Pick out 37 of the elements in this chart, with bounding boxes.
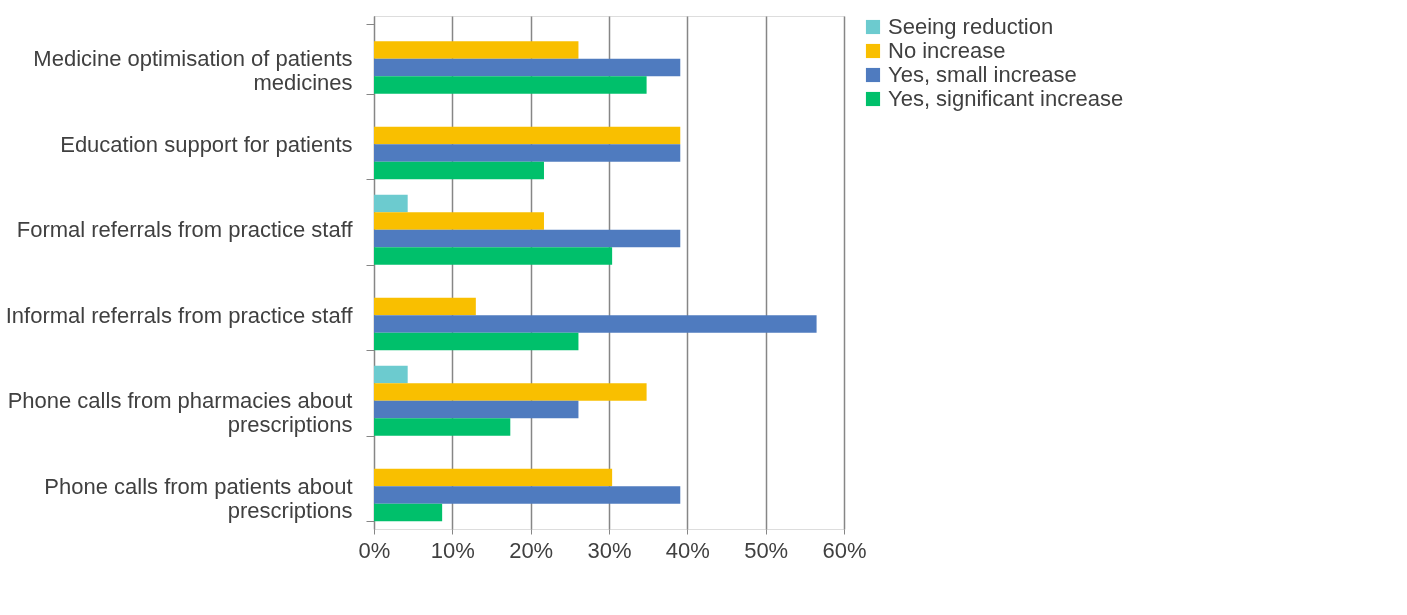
x-tick-label: 40% — [665, 537, 710, 563]
bar — [374, 229, 681, 248]
x-tick-label: 0% — [358, 537, 391, 563]
bar — [374, 468, 613, 487]
legend-label: Yes, small increase — [888, 62, 1077, 87]
bar — [374, 194, 408, 213]
y-tick-label: Phone calls from patients about prescriptions — [44, 473, 353, 523]
x-tick-label: 30% — [587, 537, 632, 563]
x-tick-label: 60% — [822, 537, 867, 563]
bar — [374, 161, 544, 180]
bar — [374, 144, 681, 162]
y-tick-label: Formal referrals from practice staff — [16, 217, 354, 243]
legend-label: Seeing reduction — [888, 14, 1054, 39]
bar — [374, 247, 613, 265]
y-tick-label: Phone calls from pharmacies about prescriptions — [7, 388, 353, 438]
y-tick-label: Education support for patients — [60, 131, 353, 157]
bar — [374, 383, 647, 401]
bar — [374, 315, 817, 333]
bar — [374, 486, 681, 504]
legend-label: No increase — [888, 38, 1006, 63]
legend-label: Yes, significant increase — [888, 86, 1124, 111]
bar — [374, 418, 511, 436]
bar — [374, 503, 443, 522]
bar — [374, 297, 476, 316]
bar — [374, 76, 647, 94]
x-tick-label: 10% — [430, 537, 475, 563]
bar — [374, 58, 681, 77]
y-tick-label: Informal referrals from practice staff — [5, 302, 354, 328]
y-tick-label: Medicine optimisation of patients medicines — [33, 46, 353, 96]
bar — [374, 126, 681, 145]
bar — [374, 41, 579, 59]
bar — [374, 400, 579, 419]
bar — [374, 212, 544, 230]
bar — [374, 332, 579, 351]
x-tick-label: 20% — [509, 537, 554, 563]
x-tick-label: 50% — [744, 537, 789, 563]
bar — [374, 365, 408, 384]
